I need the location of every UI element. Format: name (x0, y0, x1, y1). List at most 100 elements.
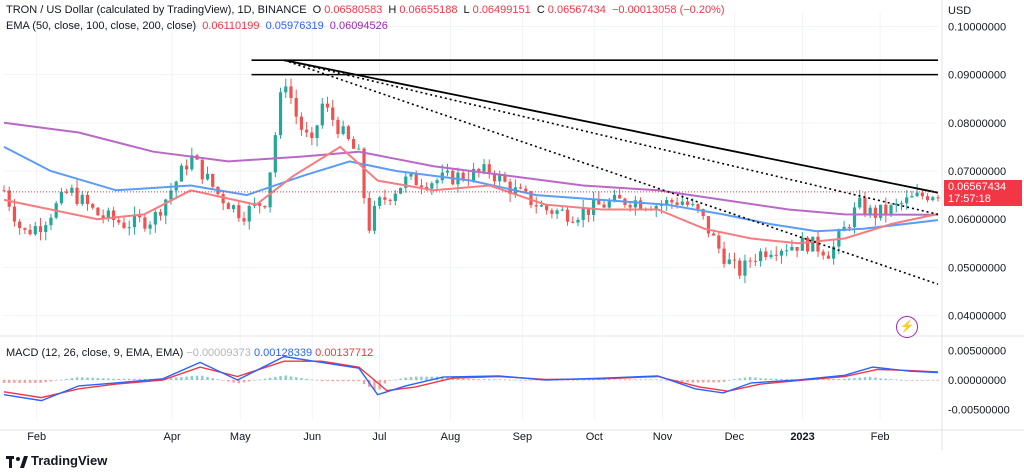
macd-histogram-bar (837, 378, 841, 380)
macd-histogram-bar (388, 380, 392, 381)
candle-body (915, 192, 919, 197)
macd-histogram-bar (566, 380, 569, 381)
currency-label: USD (948, 5, 972, 17)
macd-histogram-bar (889, 379, 893, 380)
candle-body (873, 207, 877, 218)
candle-body (832, 246, 836, 259)
macd-legend[interactable]: MACD (12, 26, close, 9, EMA, EMA) −0.000… (6, 347, 373, 359)
candle-body (571, 221, 575, 223)
macd-histogram-bar (101, 378, 105, 380)
macd-histogram-bar (712, 380, 715, 383)
macd-histogram-bar (91, 377, 94, 380)
candle-body (487, 164, 491, 174)
macd-histogram-bar (905, 380, 908, 381)
macd-histogram-bar (258, 379, 261, 381)
candle-body (889, 205, 893, 215)
candle-body (185, 165, 189, 170)
macd-histogram-bar (300, 378, 303, 380)
macd-histogram-bar (900, 379, 903, 381)
high-value: 0.06655188 (399, 4, 458, 16)
candle-body (826, 255, 831, 259)
candle-body (85, 194, 90, 205)
macd-histogram-bar (608, 379, 611, 381)
candle-body (545, 205, 549, 211)
brand-footer[interactable]: TradingView (6, 453, 107, 468)
macd-histogram-bar (248, 380, 251, 382)
candle-body (138, 214, 142, 218)
candle-body (372, 205, 377, 231)
macd-tick-label: 0.00000000 (948, 375, 1006, 387)
candle-body (910, 196, 914, 198)
lightning-icon[interactable]: ⚡ (896, 316, 918, 338)
macd-histogram-bar (23, 380, 27, 383)
price-tick-label: 0.07000000 (948, 166, 1006, 178)
macd-histogram-bar (237, 380, 241, 384)
candle-body (158, 212, 163, 216)
candle-body (299, 116, 304, 130)
candle-body (351, 139, 356, 149)
candle-body (654, 205, 658, 211)
candle-body (790, 246, 794, 251)
candle-body (581, 208, 585, 220)
macd-histogram-bar (519, 379, 522, 381)
candle-body (325, 103, 330, 108)
candle-body (758, 251, 763, 262)
candle-body (242, 218, 246, 222)
candle-body (190, 155, 194, 170)
candle-body (388, 199, 392, 201)
candle-body (863, 197, 867, 215)
macd-histogram-bar (39, 380, 42, 383)
tradingview-logo-icon (6, 455, 28, 468)
time-tick-label: Sep (513, 431, 533, 443)
macd-histogram-bar (373, 380, 376, 391)
macd-histogram-bar (34, 380, 37, 383)
candle-body (258, 203, 262, 206)
macd-histogram-bar (691, 380, 694, 383)
candle-body (357, 148, 361, 150)
candle-body (534, 205, 538, 207)
macd-histogram-bar (44, 380, 47, 383)
candle-body (7, 190, 11, 207)
trendline-dotted (284, 59, 939, 216)
macd-histogram-bar (65, 378, 68, 380)
candle-body (294, 97, 298, 117)
time-tick-label: Dec (725, 431, 745, 443)
macd-histogram-bar (49, 380, 53, 382)
macd-histogram-bar (707, 380, 710, 383)
macd-histogram-bar (613, 379, 616, 381)
candle-body (612, 194, 617, 202)
candle-body (336, 119, 340, 135)
time-tick-label: Jul (372, 431, 386, 443)
macd-histogram-bar (206, 376, 209, 380)
macd-histogram-bar (488, 379, 491, 380)
change-value: −0.00013058 (−0.20%) (611, 4, 725, 16)
macd-histogram-bar (858, 377, 861, 380)
symbol-header[interactable]: TRON / US Dollar (calculated by TradingV… (6, 4, 728, 16)
macd-histogram-bar (618, 379, 621, 381)
candle-body (237, 205, 241, 219)
candle-body (12, 206, 17, 222)
candle-body (680, 201, 684, 205)
ema-legend[interactable]: EMA (50, close, 100, close, 200, close) … (6, 20, 391, 32)
candle-body (555, 210, 559, 214)
macd-histogram-bar (362, 380, 366, 385)
candle-body (879, 204, 883, 218)
main-pane (2, 59, 940, 285)
macd-histogram-bar (295, 377, 298, 380)
macd-histogram-bar (242, 380, 246, 383)
macd-histogram-bar (863, 377, 867, 380)
candle-body (419, 185, 424, 187)
macd-histogram-bar (326, 380, 329, 382)
candle-body (727, 259, 731, 264)
candle-body (858, 197, 862, 208)
close-label: C (536, 4, 545, 16)
macd-pane (2, 355, 940, 402)
candle-body (101, 215, 105, 218)
candle-body (925, 196, 930, 201)
chart-grid (0, 0, 1024, 450)
candle-body (143, 217, 147, 229)
candle-body (769, 254, 773, 258)
macd-histogram-bar (576, 379, 580, 381)
macd-line-value: 0.00128339 (253, 347, 313, 359)
